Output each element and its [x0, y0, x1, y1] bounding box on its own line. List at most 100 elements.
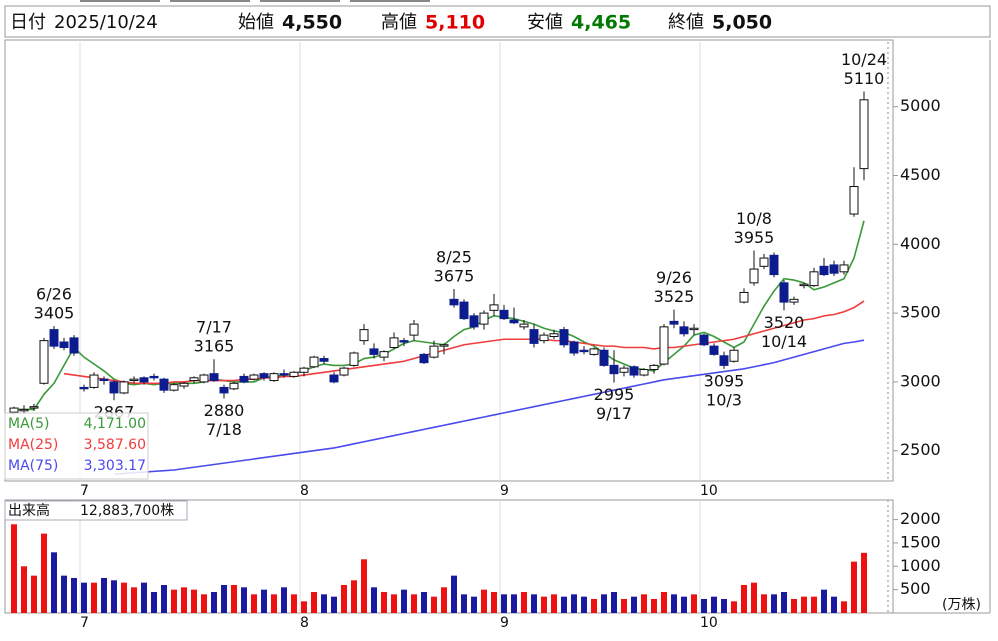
price-plot: [9, 42, 869, 481]
annotation-date: 10/3: [706, 390, 742, 409]
candle-body: [369, 348, 379, 355]
volume-bar: [451, 575, 457, 613]
volume-bar: [51, 552, 57, 613]
volume-bar: [391, 594, 397, 613]
annotation-date: 6/26: [36, 285, 72, 304]
volume-bar: [491, 591, 497, 613]
x-tick-label: 10: [700, 483, 718, 499]
x-tick-label: 7: [80, 615, 89, 631]
candle-body: [49, 329, 59, 347]
candle-body: [29, 406, 39, 409]
volume-bar: [641, 594, 647, 613]
candle-body: [539, 334, 549, 342]
volume-bar: [261, 589, 267, 613]
unit-label: (万株): [942, 597, 981, 613]
candle-body: [179, 382, 189, 387]
candle-body: [549, 333, 559, 338]
candle-body: [389, 337, 399, 349]
candle-body: [69, 337, 79, 354]
x-tick-label: 7: [80, 483, 89, 499]
annotation-value: 3405: [34, 304, 75, 323]
annotation-value: 3955: [734, 228, 775, 247]
ma-line: [113, 339, 865, 475]
legend-name: MA(75): [8, 458, 58, 474]
volume-bar: [841, 601, 847, 613]
annotation-date: 10/14: [761, 332, 807, 351]
y-tick-label: 4500: [900, 165, 941, 184]
x-tick-label: 10: [700, 615, 718, 631]
candle-body: [579, 349, 589, 353]
candle-body: [659, 326, 669, 365]
volume-bar: [671, 594, 677, 613]
candle-body: [689, 327, 699, 331]
candle-body: [519, 323, 529, 328]
volume-bar: [581, 596, 587, 613]
candle-body: [489, 304, 499, 311]
price-panel: [4, 39, 894, 482]
volume-bar: [541, 596, 547, 613]
volume-bar: [831, 596, 837, 613]
candle-body: [859, 99, 869, 170]
candle-body: [219, 386, 229, 394]
x-tick-label: 9: [500, 615, 509, 631]
candle-body: [139, 377, 149, 383]
candle-body: [289, 371, 299, 377]
annotation-value: 2995: [594, 385, 635, 404]
volume-bar: [161, 584, 167, 613]
candle-body: [159, 378, 169, 391]
header-value: 5,110: [425, 12, 485, 34]
volume-title: 出来高: [8, 502, 50, 519]
candle-body: [799, 283, 809, 287]
header-label: 始値: [238, 12, 274, 33]
y-tick-label: 1000: [900, 556, 941, 575]
candle-body: [319, 358, 329, 362]
candle-body: [269, 373, 279, 382]
annotation-value: 3520: [764, 313, 805, 332]
candle-body: [439, 344, 449, 347]
volume-bar: [771, 594, 777, 613]
volume-bar: [371, 587, 377, 613]
volume-bar: [741, 584, 747, 613]
volume-bar: [151, 591, 157, 613]
annotation-value: 3675: [434, 267, 475, 286]
volume-bar: [21, 566, 27, 613]
candle-body: [459, 301, 469, 320]
y-tick-label: 5000: [900, 96, 941, 115]
volume-bar: [91, 582, 97, 613]
volume-bar: [511, 594, 517, 613]
volume-bar: [111, 580, 117, 613]
annotation-date: 8/25: [436, 248, 472, 267]
date: 2025/10/24: [54, 12, 158, 33]
candle-body: [449, 298, 459, 306]
candle-body: [99, 378, 109, 382]
volume-bar: [561, 596, 567, 613]
annotation-value: 2880: [204, 401, 245, 420]
volume-bar: [131, 587, 137, 613]
volume-bar: [601, 594, 607, 613]
volume-bar: [791, 598, 797, 613]
candle-body: [769, 254, 779, 276]
candle-body: [119, 381, 129, 394]
candle-body: [829, 264, 839, 274]
annotation-date: 9/17: [596, 404, 632, 423]
candle-body: [279, 373, 289, 376]
candle-body: [739, 291, 749, 303]
x-tick-label: 8: [300, 615, 309, 631]
candle-body: [669, 320, 679, 325]
candle-body: [59, 341, 69, 349]
candle-body: [789, 298, 799, 303]
volume-bar: [751, 582, 757, 613]
annotation-date: 10/24: [841, 50, 887, 69]
legend-value: 3,303.17: [84, 458, 146, 474]
candle-body: [89, 374, 99, 388]
candle-body: [429, 345, 439, 358]
candle-body: [409, 323, 419, 336]
legend-name: MA(5): [8, 416, 50, 432]
y-tick-label: 2000: [900, 509, 941, 528]
candle-body: [839, 264, 849, 273]
header-value: 5,050: [712, 12, 772, 34]
header-label: 高値: [381, 12, 417, 33]
volume-bar: [811, 596, 817, 613]
volume-bar: [711, 596, 717, 613]
candle-body: [79, 386, 89, 390]
